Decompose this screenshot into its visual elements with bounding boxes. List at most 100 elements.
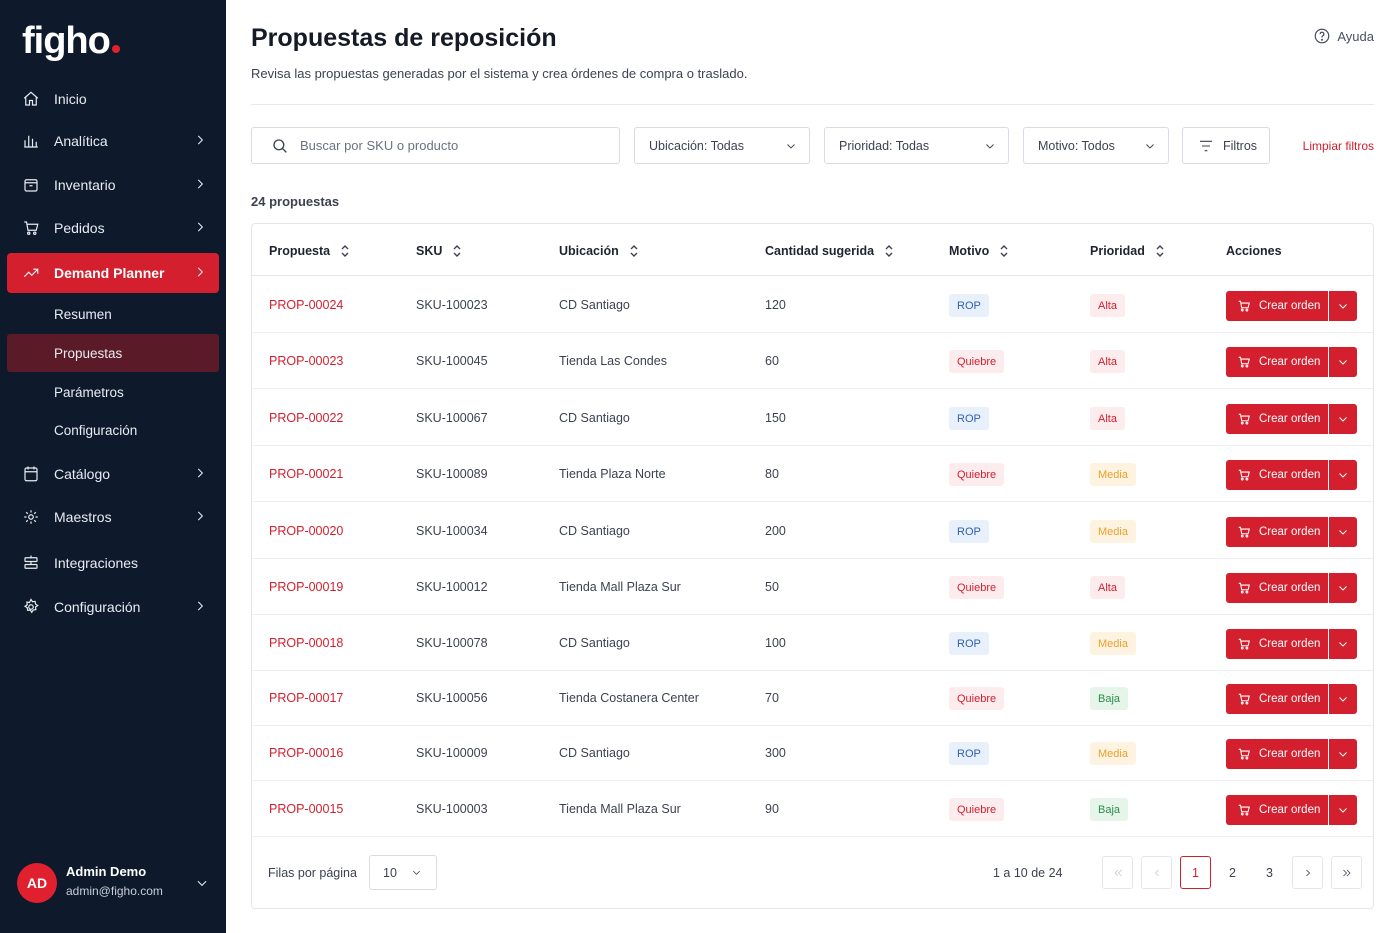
create-order-button-group: Crear orden: [1226, 347, 1357, 377]
chevron-right-icon: [193, 265, 207, 279]
column-header-label: Cantidad sugerida: [765, 244, 875, 258]
sidebar-item-configuracion[interactable]: Configuración: [7, 587, 219, 627]
priority-badge: Baja: [1090, 798, 1129, 821]
help-label: Ayuda: [1337, 28, 1374, 44]
filter-icon: [1198, 138, 1214, 154]
sidebar-subitem-resumen[interactable]: Resumen: [7, 295, 219, 333]
sidebar-item-integraciones[interactable]: Integraciones: [7, 543, 219, 583]
create-order-dropdown-button[interactable]: [1329, 517, 1357, 547]
filters-button[interactable]: Filtros: [1182, 127, 1270, 164]
sidebar-item-label: Analítica: [54, 133, 108, 149]
sidebar-subitem-configuracion[interactable]: Configuración: [7, 411, 219, 449]
create-order-dropdown-button[interactable]: [1329, 347, 1357, 377]
quantity-cell: 70: [765, 691, 779, 705]
sidebar-subitem-parametros[interactable]: Parámetros: [7, 373, 219, 411]
create-order-button-group: Crear orden: [1226, 404, 1357, 434]
rows-per-page-select[interactable]: 10: [369, 855, 437, 890]
create-order-button[interactable]: Crear orden: [1226, 573, 1328, 603]
page-button-3[interactable]: 3: [1266, 865, 1273, 880]
brand-logo[interactable]: figho: [22, 20, 120, 63]
clear-filters-link[interactable]: Limpiar filtros: [1302, 139, 1374, 153]
sort-icon: [884, 244, 894, 258]
column-header-motivo[interactable]: Motivo: [949, 244, 1009, 258]
sidebar-subitem-propuestas[interactable]: Propuestas: [7, 334, 219, 372]
create-order-dropdown-button[interactable]: [1329, 739, 1357, 769]
create-order-button[interactable]: Crear orden: [1226, 684, 1328, 714]
user-menu[interactable]: AD Admin Demo admin@figho.com: [0, 838, 226, 933]
chevron-right-icon: [193, 177, 207, 191]
sidebar-item-maestros[interactable]: Maestros: [7, 497, 219, 537]
create-order-dropdown-button[interactable]: [1329, 404, 1357, 434]
create-order-label: Crear orden: [1259, 748, 1321, 760]
create-order-button[interactable]: Crear orden: [1226, 460, 1328, 490]
proposal-id-link[interactable]: PROP-00022: [269, 411, 344, 425]
sidebar-subitem-label: Propuestas: [54, 345, 123, 361]
create-order-button[interactable]: Crear orden: [1226, 739, 1328, 769]
chevron-down-icon: [411, 867, 422, 878]
create-order-button[interactable]: Crear orden: [1226, 404, 1328, 434]
column-header-ubicacion[interactable]: Ubicación: [559, 244, 639, 258]
last-page-button[interactable]: [1331, 856, 1362, 889]
create-order-dropdown-button[interactable]: [1329, 629, 1357, 659]
proposal-id-link[interactable]: PROP-00019: [269, 580, 344, 594]
page-button-1[interactable]: 1: [1180, 856, 1211, 889]
priority-badge: Baja: [1090, 687, 1129, 710]
prev-page-button[interactable]: [1141, 856, 1172, 889]
create-order-button[interactable]: Crear orden: [1226, 795, 1328, 825]
proposal-id-link[interactable]: PROP-00020: [269, 524, 344, 538]
search-input[interactable]: Buscar por SKU o producto: [251, 127, 620, 164]
proposal-id-link[interactable]: PROP-00015: [269, 802, 344, 816]
create-order-dropdown-button[interactable]: [1329, 291, 1357, 321]
chevron-right-icon: [193, 220, 207, 234]
create-order-dropdown-button[interactable]: [1329, 684, 1357, 714]
create-order-label: Crear orden: [1259, 582, 1321, 594]
column-header-prioridad[interactable]: Prioridad: [1090, 244, 1165, 258]
proposal-id-link[interactable]: PROP-00018: [269, 636, 344, 650]
sidebar-item-demand-planner[interactable]: Demand Planner: [7, 253, 219, 293]
create-order-dropdown-button[interactable]: [1329, 460, 1357, 490]
create-order-button[interactable]: Crear orden: [1226, 291, 1328, 321]
column-header-propuesta[interactable]: Propuesta: [269, 244, 350, 258]
proposal-id-link[interactable]: PROP-00021: [269, 467, 344, 481]
create-order-label: Crear orden: [1259, 413, 1321, 425]
create-order-button-group: Crear orden: [1226, 517, 1357, 547]
location-cell: Tienda Mall Plaza Sur: [559, 802, 681, 816]
help-link[interactable]: Ayuda: [1313, 27, 1374, 45]
chevron-down-icon: [1339, 642, 1347, 647]
column-header-label: Prioridad: [1090, 244, 1145, 258]
sidebar-item-inicio[interactable]: Inicio: [7, 79, 219, 119]
proposal-id-link[interactable]: PROP-00016: [269, 746, 344, 760]
create-order-button[interactable]: Crear orden: [1226, 629, 1328, 659]
reason-filter-select[interactable]: Motivo: Todos: [1023, 127, 1169, 164]
column-header-label: Propuesta: [269, 244, 331, 258]
create-order-button-group: Crear orden: [1226, 460, 1357, 490]
cart-icon: [1237, 299, 1251, 313]
create-order-dropdown-button[interactable]: [1329, 795, 1357, 825]
priority-badge: Alta: [1090, 350, 1125, 373]
column-header-sku[interactable]: SKU: [416, 244, 462, 258]
priority-filter-select[interactable]: Prioridad: Todas: [824, 127, 1009, 164]
sidebar-item-analitica[interactable]: Analítica: [7, 121, 219, 161]
page-button-2[interactable]: 2: [1229, 865, 1236, 880]
first-page-button[interactable]: [1102, 856, 1133, 889]
priority-badge: Media: [1090, 632, 1136, 655]
location-filter-select[interactable]: Ubicación: Todas: [634, 127, 810, 164]
sidebar-item-pedidos[interactable]: Pedidos: [7, 208, 219, 248]
sidebar-item-inventario[interactable]: Inventario: [7, 165, 219, 205]
location-cell: CD Santiago: [559, 298, 630, 312]
reason-badge: Quiebre: [949, 463, 1005, 486]
table-row: PROP-00022 SKU-100067 CD Santiago 150 ROP Alt…: [252, 390, 1373, 446]
chevron-down-icon: [984, 140, 996, 152]
proposal-id-link[interactable]: PROP-00024: [269, 298, 344, 312]
create-order-dropdown-button[interactable]: [1329, 573, 1357, 603]
sort-icon: [629, 244, 639, 258]
create-order-button[interactable]: Crear orden: [1226, 347, 1328, 377]
next-page-button[interactable]: [1292, 856, 1323, 889]
column-header-cantidad[interactable]: Cantidad sugerida: [765, 244, 894, 258]
proposal-id-link[interactable]: PROP-00023: [269, 354, 344, 368]
sidebar-item-catalogo[interactable]: Catálogo: [7, 454, 219, 494]
chevron-down-icon[interactable]: [195, 876, 209, 890]
cart-icon: [1237, 637, 1251, 651]
create-order-button[interactable]: Crear orden: [1226, 517, 1328, 547]
proposal-id-link[interactable]: PROP-00017: [269, 691, 344, 705]
